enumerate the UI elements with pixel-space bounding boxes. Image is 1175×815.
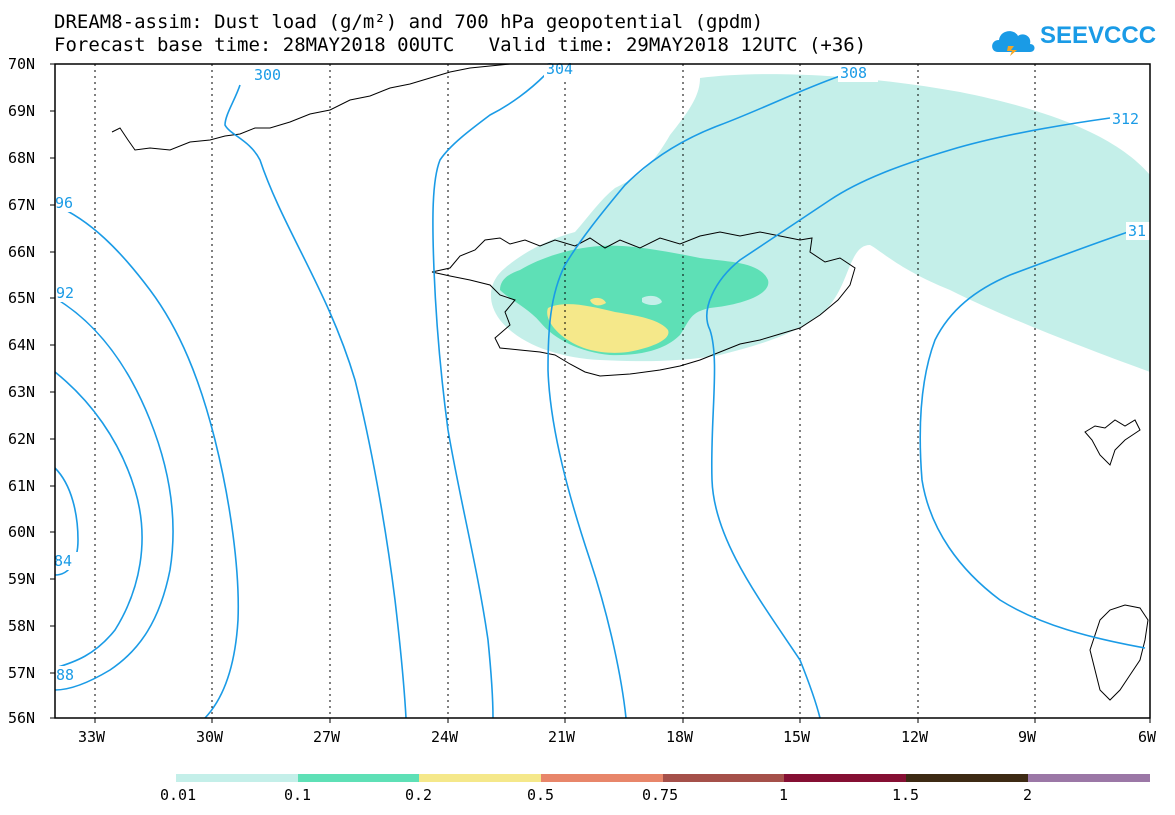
contour-308 [547,75,841,719]
lat-label: 58N [8,617,35,635]
contour-label-308: 308 [840,64,867,82]
lat-label: 67N [8,196,35,214]
contour-west-288 [54,371,143,669]
legend-swatch [541,774,663,782]
legend-label: 0.01 [160,786,196,804]
lat-label: 66N [8,243,35,261]
legend-swatch [419,774,541,782]
legend-swatch [1028,774,1150,782]
lon-label: 12W [901,728,929,746]
graticule [94,64,1036,718]
contour-label-288: 88 [56,666,74,684]
scotland-coast [1089,604,1149,701]
map-title: DREAM8-assim: Dust load (g/m²) and 700 h… [54,11,764,33]
faroe-coast [1084,419,1141,466]
contour-west-292 [54,297,174,691]
contour-label-312: 312 [1112,110,1139,128]
contour-label-304: 304 [546,60,573,78]
dust-spot-0-2 [590,297,606,306]
lon-label: 27W [313,728,341,746]
map-frame [54,63,1151,719]
contour-west-284 [54,467,79,576]
legend-label: 2 [1023,786,1032,804]
legend-swatch [663,774,784,782]
contour-west-296 [54,204,240,719]
greenland-coast [111,63,530,151]
lon-axis: 33W 30W 27W 24W 21W 18W 15W 12W 9W 6W [78,718,1157,746]
lat-label: 61N [8,477,35,495]
lon-label: 21W [548,728,576,746]
contours [54,74,1146,719]
coastlines [111,63,1149,701]
map-subtitle: Forecast base time: 28MAY2018 00UTC Vali… [54,34,867,56]
contour-label-292: 92 [56,284,74,302]
lat-label: 70N [8,55,35,73]
brand-logo: SEEVCCC [1040,22,1157,49]
contour-label-296: 96 [55,194,73,212]
lat-axis: 70N 69N 68N 67N 66N 65N 64N 63N 62N 61N … [8,55,55,727]
dust-layer [490,74,1150,372]
legend-label: 1.5 [892,786,919,804]
legend-swatch [906,774,1028,782]
color-legend: 0.01 0.1 0.2 0.5 0.75 1 1.5 2 [160,774,1150,804]
lat-label: 69N [8,102,35,120]
legend-label: 0.5 [527,786,554,804]
iceland-coast [431,231,856,377]
lat-label: 65N [8,289,35,307]
lon-label: 9W [1018,728,1037,746]
lat-label: 56N [8,709,35,727]
legend-label: 0.2 [405,786,432,804]
contour-312 [706,117,1111,719]
dust-hole [642,295,662,305]
lat-label: 59N [8,570,35,588]
legend-swatch [176,774,298,782]
legend-label: 0.1 [284,786,311,804]
lon-label: 24W [431,728,459,746]
lat-label: 57N [8,664,35,682]
lat-label: 63N [8,383,35,401]
legend-label: 0.75 [642,786,678,804]
contour-300 [224,84,407,719]
contour-316 [919,231,1146,649]
lon-label: 6W [1138,728,1157,746]
lat-label: 62N [8,430,35,448]
legend-swatch [298,774,419,782]
contour-label-316: 31 [1128,222,1146,240]
cloud-icon [992,31,1035,56]
contour-labels: 300 304 308 312 31 92 84 88 96 [54,60,1150,684]
lon-label: 33W [78,728,106,746]
contour-label-300: 300 [254,66,281,84]
lon-label: 30W [196,728,224,746]
dust-area-0-2 [547,304,669,353]
lat-label: 68N [8,149,35,167]
lat-label: 64N [8,336,35,354]
contour-304 [432,74,546,719]
contour-label-284: 84 [54,552,72,570]
legend-swatch [784,774,906,782]
lon-label: 15W [783,728,811,746]
legend-label: 1 [779,786,788,804]
lon-label: 18W [666,728,694,746]
lat-label: 60N [8,523,35,541]
